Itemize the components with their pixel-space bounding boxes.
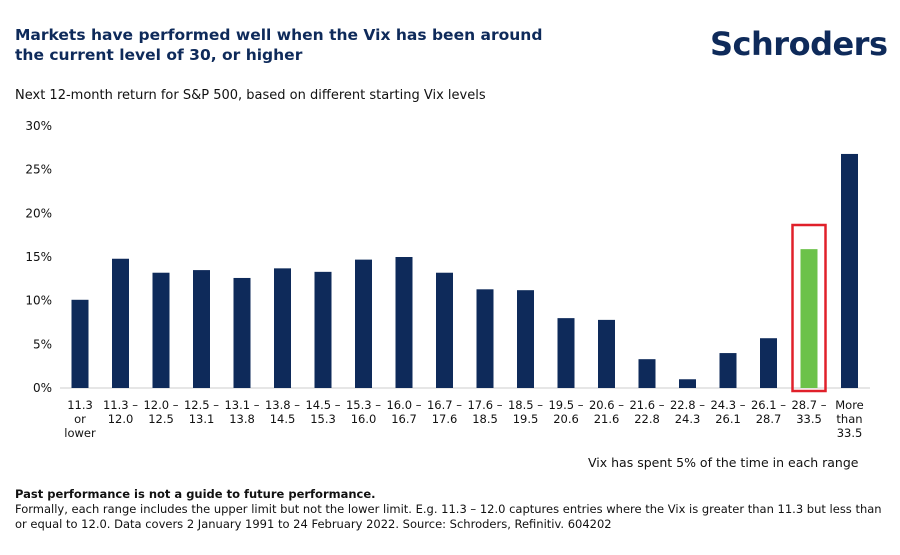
bar bbox=[719, 353, 737, 388]
x-tick-label: 12.0 –12.5 bbox=[143, 398, 178, 426]
y-tick-label: 20% bbox=[25, 206, 52, 220]
chart-title: Markets have performed well when the Vix… bbox=[15, 26, 543, 64]
bar bbox=[841, 153, 858, 388]
highlight-box bbox=[791, 223, 827, 393]
bar bbox=[193, 270, 210, 388]
bar bbox=[638, 359, 656, 388]
y-tick-label: 25% bbox=[25, 163, 52, 177]
bar bbox=[395, 257, 413, 388]
x-tick-label: 13.1 –13.8 bbox=[224, 398, 259, 426]
chart-subtitle: Next 12-month return for S&P 500, based … bbox=[15, 88, 486, 103]
bar bbox=[517, 290, 534, 388]
y-tick-label: 15% bbox=[25, 250, 52, 264]
x-tick-label: 16.7 –17.6 bbox=[427, 398, 462, 426]
y-tick-label: 10% bbox=[25, 294, 52, 308]
bar bbox=[112, 258, 129, 388]
bar bbox=[760, 338, 777, 388]
x-tick-label: 21.6 –22.8 bbox=[629, 398, 664, 426]
x-tick-label: 13.8 –14.5 bbox=[265, 398, 300, 426]
bar bbox=[71, 299, 89, 388]
x-tick-label: More than 33.5 bbox=[835, 398, 864, 440]
bar bbox=[598, 319, 615, 388]
chart-note: Vix has spent 5% of the time in each ran… bbox=[588, 455, 859, 470]
x-tick-label: 17.6 –18.5 bbox=[467, 398, 502, 426]
bar bbox=[800, 249, 818, 388]
footnote: Formally, each range includes the upper … bbox=[15, 502, 882, 531]
y-tick-label: 5% bbox=[33, 337, 52, 351]
x-tick-label: 16.0 –16.7 bbox=[386, 398, 421, 426]
x-tick-label: 11.3 or lower bbox=[64, 398, 96, 440]
schroders-logo: Schroders bbox=[710, 25, 888, 63]
bar bbox=[679, 379, 696, 388]
x-tick-label: 14.5 –15.3 bbox=[305, 398, 340, 426]
x-tick-label: 20.6 –21.6 bbox=[589, 398, 624, 426]
bar bbox=[314, 271, 332, 388]
y-tick-label: 0% bbox=[33, 381, 52, 395]
bar bbox=[233, 277, 251, 388]
y-tick-label: 30% bbox=[25, 119, 52, 133]
bar bbox=[557, 318, 575, 388]
x-tick-label: 28.7 –33.5 bbox=[791, 398, 826, 426]
bar bbox=[152, 272, 170, 388]
bar bbox=[355, 259, 372, 388]
x-tick-label: 18.5 –19.5 bbox=[508, 398, 543, 426]
x-tick-label: 19.5 –20.6 bbox=[548, 398, 583, 426]
bar bbox=[274, 268, 291, 388]
x-tick-label: 12.5 –13.1 bbox=[184, 398, 219, 426]
x-tick-label: 24.3 –26.1 bbox=[710, 398, 745, 426]
x-tick-label: 26.1 –28.7 bbox=[751, 398, 786, 426]
x-tick-label: 22.8 –24.3 bbox=[670, 398, 705, 426]
x-tick-label: 11.3 –12.0 bbox=[103, 398, 138, 426]
x-tick-label: 15.3 –16.0 bbox=[346, 398, 381, 426]
bar bbox=[476, 289, 494, 388]
bar bbox=[436, 272, 453, 388]
footer: Past performance is not a guide to futur… bbox=[15, 487, 895, 532]
disclaimer: Past performance is not a guide to futur… bbox=[15, 487, 376, 501]
